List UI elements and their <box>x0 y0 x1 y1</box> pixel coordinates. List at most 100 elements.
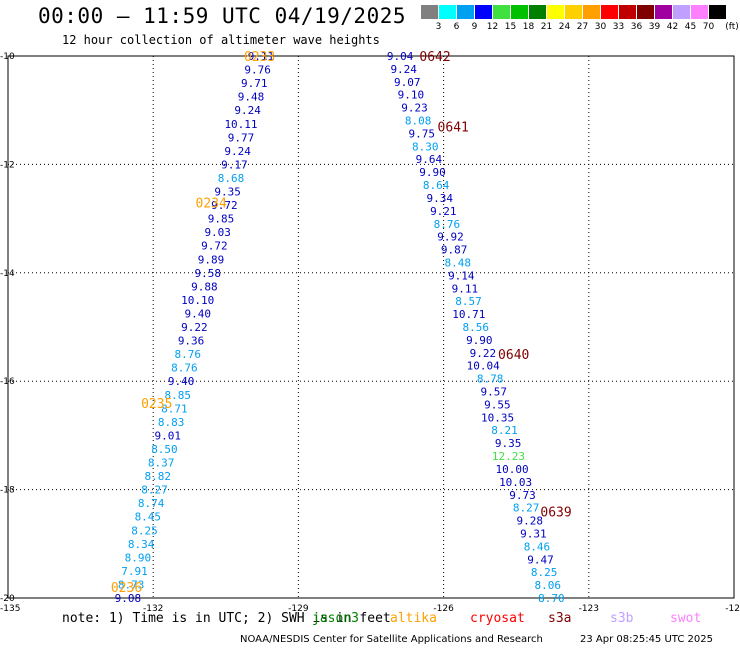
wave-height-value: 8.37 <box>148 457 175 470</box>
wave-height-value: 9.08 <box>115 592 142 605</box>
satellite-s3b: s3b <box>610 611 634 626</box>
wave-height-value: 8.82 <box>145 470 172 483</box>
wave-height-value: 9.07 <box>394 76 421 89</box>
wave-height-value: 8.78 <box>477 373 504 386</box>
wave-height-value: 9.90 <box>419 166 446 179</box>
wave-height-value: 8.76 <box>434 218 461 231</box>
pass-time-label: 0639 <box>540 505 571 520</box>
colorbar-swatch <box>601 5 618 19</box>
satellite-swot: swot <box>670 611 702 626</box>
colorbar-label: 15 <box>504 22 517 32</box>
wave-height-value: 12.23 <box>492 450 525 463</box>
wave-height-value: 8.57 <box>455 295 482 308</box>
page-subtitle: 12 hour collection of altimeter wave hei… <box>62 33 380 47</box>
wave-height-value: 8.25 <box>131 524 158 537</box>
wave-height-value: 9.90 <box>466 334 493 347</box>
wave-height-value: 10.10 <box>181 294 214 307</box>
wave-height-value: 9.24 <box>234 104 261 117</box>
colorbar-label: 39 <box>648 22 661 32</box>
wave-height-value: 8.90 <box>125 551 152 564</box>
wave-height-value: 10.00 <box>495 463 528 476</box>
footnote: note: 1) Time is in UTC; 2) SWH is in fe… <box>62 611 391 626</box>
colorbar-unit: (ft) <box>725 22 739 32</box>
colorbar-swatch <box>493 5 510 19</box>
wave-height-value: 10.11 <box>224 118 257 131</box>
wave-height-value: 8.50 <box>151 443 178 456</box>
colorbar-label: 3 <box>435 22 442 32</box>
colorbar-label: 27 <box>576 22 589 32</box>
colorbar-swatch <box>583 5 600 19</box>
colorbar-swatch <box>457 5 474 19</box>
wave-height-value: 9.87 <box>441 244 468 257</box>
colorbar-swatch <box>439 5 456 19</box>
wave-height-value: 10.35 <box>481 411 514 424</box>
wave-height-value: 9.11 <box>248 50 275 63</box>
wave-height-value: 8.83 <box>158 416 185 429</box>
pass-time-label: 0234 <box>196 196 227 211</box>
wave-height-value: 8.06 <box>534 579 561 592</box>
wave-height-value: 9.01 <box>155 429 182 442</box>
wave-height-value: 9.47 <box>527 553 554 566</box>
wave-height-value: 9.24 <box>390 63 417 76</box>
wave-height-value: 9.36 <box>178 335 205 348</box>
colorbar-swatch <box>691 5 708 19</box>
wave-height-value: 9.89 <box>198 253 225 266</box>
longitude-tick-label: -123 <box>579 604 599 614</box>
wave-height-value: 9.55 <box>484 398 511 411</box>
wave-height-value: 8.73 <box>118 578 145 591</box>
wave-height-value: 9.40 <box>184 307 211 320</box>
wave-height-value: 8.85 <box>165 389 192 402</box>
wave-height-value: 8.46 <box>524 540 551 553</box>
wave-height-value: 9.10 <box>398 89 425 102</box>
colorbar-label: 45 <box>684 22 697 32</box>
wave-height-value: 8.76 <box>171 362 198 375</box>
satellite-jason3: jason3 <box>312 611 359 626</box>
pass-time-label: 0236 <box>111 581 142 596</box>
generated-timestamp: 23 Apr 08:25:45 UTC 2025 <box>580 634 713 645</box>
wave-height-value: 10.71 <box>452 308 485 321</box>
colorbar-label: 18 <box>522 22 535 32</box>
colorbar-label: 24 <box>558 22 571 32</box>
colorbar-label: 36 <box>630 22 643 32</box>
wave-height-value: 9.23 <box>401 102 428 115</box>
colorbar-label: 6 <box>453 22 460 32</box>
wave-height-value: 9.92 <box>437 231 464 244</box>
wave-height-value: 8.48 <box>444 256 471 269</box>
wave-height-value: 8.71 <box>161 402 188 415</box>
colorbar-label: 12 <box>486 22 499 32</box>
wave-height-value: 9.22 <box>181 321 208 334</box>
wave-height-value: 9.64 <box>416 153 443 166</box>
colorbar-swatch <box>421 5 438 19</box>
latitude-tick-label: -14 <box>0 269 15 279</box>
wave-height-value: 9.14 <box>448 269 475 282</box>
wave-height-value: 9.77 <box>228 131 255 144</box>
wave-height-value: 9.57 <box>480 386 507 399</box>
wave-height-value: 9.03 <box>204 226 231 239</box>
colorbar-label: 21 <box>540 22 553 32</box>
colorbar-swatch <box>655 5 672 19</box>
credit-line: NOAA/NESDIS Center for Satellite Applica… <box>240 634 543 645</box>
wave-height-value: 9.88 <box>191 280 218 293</box>
map-frame <box>7 55 735 599</box>
wave-height-value: 8.68 <box>218 172 245 185</box>
wave-height-value: 9.11 <box>452 282 479 295</box>
wave-height-value: 9.72 <box>201 240 228 253</box>
wave-height-value: 9.71 <box>241 77 268 90</box>
satellite-altika: altika <box>390 611 437 626</box>
colorbar-swatch <box>673 5 690 19</box>
wave-height-value: 8.76 <box>174 348 201 361</box>
wave-height-value: 9.72 <box>211 199 238 212</box>
wave-height-value: 8.25 <box>531 566 558 579</box>
wave-height-value: 8.30 <box>412 140 439 153</box>
wave-height-value: 10.03 <box>499 476 532 489</box>
colorbar-label: 9 <box>471 22 478 32</box>
wave-height-value: 8.74 <box>138 497 165 510</box>
colorbar-swatch <box>709 5 726 19</box>
longitude-tick-label: -132 <box>143 604 163 614</box>
pass-time-label: 0233 <box>244 50 275 65</box>
wave-height-value: 9.48 <box>238 91 265 104</box>
latitude-tick-label: -18 <box>0 486 15 496</box>
colorbar-label: 30 <box>594 22 607 32</box>
wave-height-value: 9.04 <box>387 50 414 63</box>
wave-height-value: 9.76 <box>244 64 271 77</box>
